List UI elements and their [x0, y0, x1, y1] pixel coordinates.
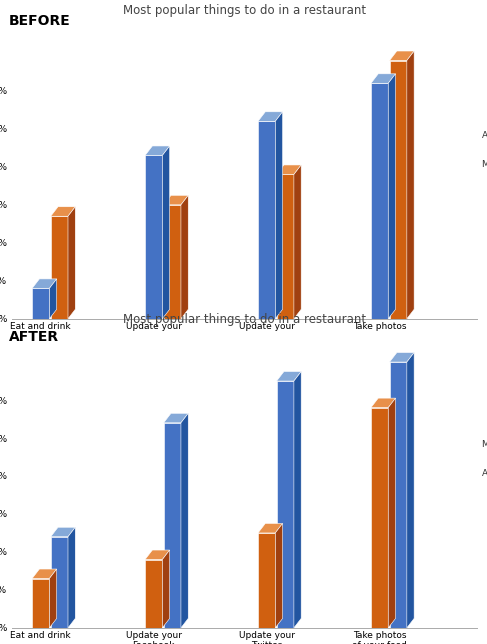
Polygon shape — [390, 51, 414, 61]
Polygon shape — [162, 550, 169, 628]
Polygon shape — [294, 372, 301, 628]
Title: Most popular things to do in a restaurant: Most popular things to do in a restauran… — [123, 5, 366, 17]
Polygon shape — [277, 175, 294, 319]
Polygon shape — [51, 536, 68, 628]
Polygon shape — [371, 398, 395, 408]
Polygon shape — [390, 61, 407, 319]
Polygon shape — [407, 51, 414, 319]
Polygon shape — [145, 146, 169, 155]
Polygon shape — [275, 524, 282, 628]
Polygon shape — [68, 207, 75, 319]
Polygon shape — [388, 74, 395, 319]
Polygon shape — [32, 569, 56, 578]
Legend: My country, Another country: My country, Another country — [100, 452, 277, 468]
Polygon shape — [51, 527, 75, 536]
Polygon shape — [162, 146, 169, 319]
Polygon shape — [294, 165, 301, 319]
Polygon shape — [275, 112, 282, 319]
Polygon shape — [164, 413, 188, 423]
Polygon shape — [49, 569, 56, 628]
Polygon shape — [277, 372, 301, 381]
Polygon shape — [51, 216, 68, 319]
Title: Most popular things to do in a restaurant: Most popular things to do in a restauran… — [123, 314, 366, 327]
Polygon shape — [145, 550, 169, 560]
Text: BEFORE: BEFORE — [9, 14, 71, 28]
Polygon shape — [32, 289, 49, 319]
Polygon shape — [164, 423, 181, 628]
Polygon shape — [390, 362, 407, 628]
Polygon shape — [145, 155, 162, 319]
Text: My country: My country — [482, 440, 487, 449]
Text: AFTER: AFTER — [9, 330, 59, 344]
Polygon shape — [258, 112, 282, 121]
Polygon shape — [388, 398, 395, 628]
Polygon shape — [371, 74, 395, 83]
Text: Another country: Another country — [482, 131, 487, 140]
Polygon shape — [32, 279, 56, 289]
Polygon shape — [51, 207, 75, 216]
Polygon shape — [390, 352, 414, 362]
Text: Another country: Another country — [482, 469, 487, 478]
Polygon shape — [181, 195, 188, 319]
Polygon shape — [258, 524, 282, 533]
Text: My country: My country — [482, 160, 487, 169]
Polygon shape — [68, 527, 75, 628]
Polygon shape — [145, 560, 162, 628]
Polygon shape — [371, 83, 388, 319]
Polygon shape — [371, 408, 388, 628]
Polygon shape — [277, 165, 301, 175]
Polygon shape — [258, 121, 275, 319]
Polygon shape — [258, 533, 275, 628]
Polygon shape — [49, 279, 56, 319]
Polygon shape — [277, 381, 294, 628]
Polygon shape — [181, 413, 188, 628]
Polygon shape — [164, 195, 188, 205]
Polygon shape — [32, 578, 49, 628]
Polygon shape — [407, 352, 414, 628]
Polygon shape — [164, 205, 181, 319]
